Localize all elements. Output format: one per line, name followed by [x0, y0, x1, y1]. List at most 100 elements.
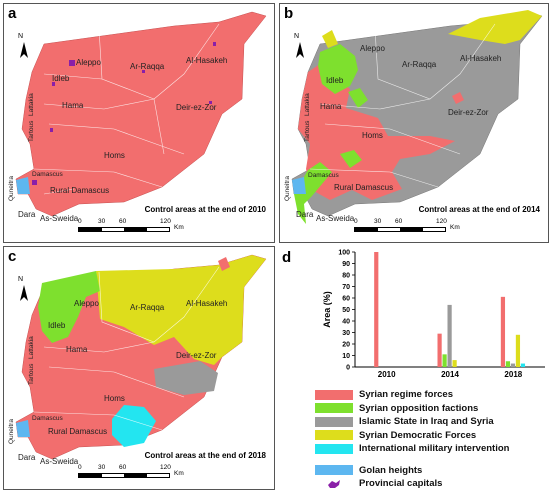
- city-label: Al-Hasakeh: [186, 56, 228, 65]
- territory-sdf: [96, 255, 266, 365]
- city-label: Damascus: [32, 415, 63, 422]
- territory-sdf-northwest: [322, 30, 338, 48]
- x-tick-label: 2010: [378, 370, 396, 379]
- city-label: Ar-Raqqa: [130, 62, 165, 71]
- map-caption: Control areas at the end of 2014: [418, 205, 540, 214]
- territory-regime-deir: [452, 92, 464, 104]
- city-label: Hama: [62, 101, 84, 110]
- y-tick-label: 100: [338, 250, 350, 257]
- bar-2014-0: [437, 333, 442, 367]
- legend-item-intl: International military intervention: [315, 442, 545, 456]
- territory-opposition-south: [294, 162, 332, 224]
- scale-bar: 0 30 60 120 Km: [78, 464, 184, 478]
- y-tick-label: 80: [342, 273, 350, 280]
- bar-2010-0: [374, 252, 379, 367]
- legend-swatch: [315, 389, 353, 400]
- y-tick-label: 20: [342, 342, 350, 349]
- north-arrow-icon: N: [14, 276, 34, 305]
- panel-label: a: [8, 5, 17, 22]
- x-tick-label: 2014: [441, 370, 459, 379]
- city-label: Aleppo: [74, 299, 99, 308]
- map-2014: [291, 10, 543, 224]
- territory-opposition: [38, 271, 100, 343]
- legend-item-sdf: Syrian Democratic Forces: [315, 429, 545, 443]
- city-label: Ar-Raqqa: [130, 303, 165, 312]
- city-label: Idleb: [48, 321, 66, 330]
- legend-swatch: [315, 430, 353, 441]
- bar-2018-3: [515, 334, 521, 367]
- map-caption: Control areas at the end of 2010: [144, 205, 266, 214]
- legend-item-regime: Syrian regime forces: [315, 388, 545, 402]
- y-tick-label: 50: [342, 307, 350, 314]
- y-tick-label: 0: [346, 365, 350, 372]
- city-label: Idleb: [52, 74, 70, 83]
- chart-panel: d: [279, 246, 547, 488]
- capital-marker-icon: [315, 479, 353, 489]
- city-label: Dara: [18, 210, 36, 219]
- bar-2014-3: [452, 360, 457, 367]
- city-label: Rural Damascus: [50, 186, 110, 195]
- legend-swatch: [315, 403, 353, 414]
- city-label: Dara: [296, 210, 314, 219]
- y-tick-label: 30: [342, 330, 350, 337]
- city-label: Damascus: [32, 171, 63, 178]
- legend: Syrian regime forces Syrian opposition f…: [315, 388, 545, 491]
- legend-item-isis: Islamic State in Iraq and Syria: [315, 415, 545, 429]
- golan-heights: [16, 420, 30, 437]
- y-tick-label: 40: [342, 319, 350, 326]
- territory-regime-west: [298, 64, 455, 200]
- city-label: Deir-ez-Zor: [448, 108, 489, 117]
- city-label: Deir-ez-Zor: [176, 351, 217, 360]
- map-panel-2018: c N Aleppo Idleb Lattakia Hama Tartous H…: [3, 246, 275, 490]
- provincial-capitals: [32, 42, 216, 185]
- city-label: Homs: [104, 394, 125, 403]
- panel-label: b: [284, 5, 294, 22]
- legend-item-golan: Golan heights: [315, 464, 545, 478]
- scale-bar: 0 30 60 120 Km: [78, 218, 184, 232]
- map-2018: [15, 254, 267, 460]
- bar-2018-2: [510, 363, 516, 367]
- city-label: Rural Damascus: [48, 427, 108, 436]
- city-label: As-Sweida: [316, 214, 355, 223]
- bar-2018-4: [520, 363, 526, 367]
- golan-heights: [292, 177, 306, 194]
- x-tick-label: 2018: [504, 370, 522, 379]
- golan-heights: [16, 177, 30, 194]
- legend-item-capitals: Provincial capitals: [315, 477, 545, 491]
- territory-isis: [154, 361, 218, 395]
- city-label: Idleb: [326, 76, 344, 85]
- legend-swatch: [315, 416, 353, 427]
- province-borders: [309, 23, 496, 188]
- city-label: Al-Hasakeh: [460, 54, 502, 63]
- territory-opposition-hama: [348, 88, 368, 108]
- north-arrow-icon: N: [290, 33, 310, 62]
- panel-label: d: [282, 249, 292, 266]
- bar-2018-1: [505, 361, 511, 367]
- city-label: Aleppo: [360, 44, 385, 53]
- north-arrow-icon: N: [14, 33, 34, 62]
- legend-swatch: [315, 443, 353, 454]
- legend-item-opposition: Syrian opposition factions: [315, 402, 545, 416]
- map-2010: [15, 11, 267, 217]
- y-tick-label: 10: [342, 353, 350, 360]
- city-label: Aleppo: [76, 58, 101, 67]
- province-borders: [33, 23, 220, 195]
- city-label: Ar-Raqqa: [402, 60, 437, 69]
- bar-2018-0: [500, 296, 506, 367]
- map-panel-2010: a N Aleppo Idleb Lattakia Hama Tartous H…: [3, 3, 275, 243]
- city-label: Hama: [66, 345, 88, 354]
- city-label: Damascus: [308, 172, 339, 179]
- city-label: Deir-ez-Zor: [176, 103, 217, 112]
- y-tick-label: 70: [342, 284, 350, 291]
- panel-label: c: [8, 248, 17, 265]
- territory-opposition-damascus: [340, 150, 362, 168]
- city-label: Dara: [18, 453, 36, 462]
- y-axis-label: Area (%): [322, 291, 332, 328]
- legend-swatch: [315, 465, 353, 476]
- territory-regime: [15, 11, 267, 217]
- territory-intl: [112, 405, 156, 447]
- y-tick-label: 90: [342, 261, 350, 268]
- province-borders: [33, 266, 220, 431]
- city-label: Homs: [104, 151, 125, 160]
